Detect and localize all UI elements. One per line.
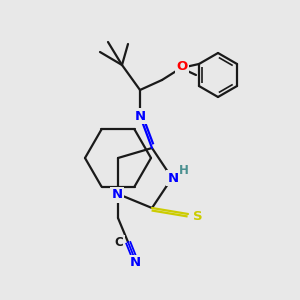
Text: O: O [176,61,188,74]
Text: H: H [179,164,189,176]
Text: N: N [134,110,146,122]
Text: C: C [115,236,123,250]
Text: N: N [129,256,141,269]
Text: S: S [193,209,203,223]
Text: N: N [111,188,123,202]
Text: N: N [167,172,178,184]
